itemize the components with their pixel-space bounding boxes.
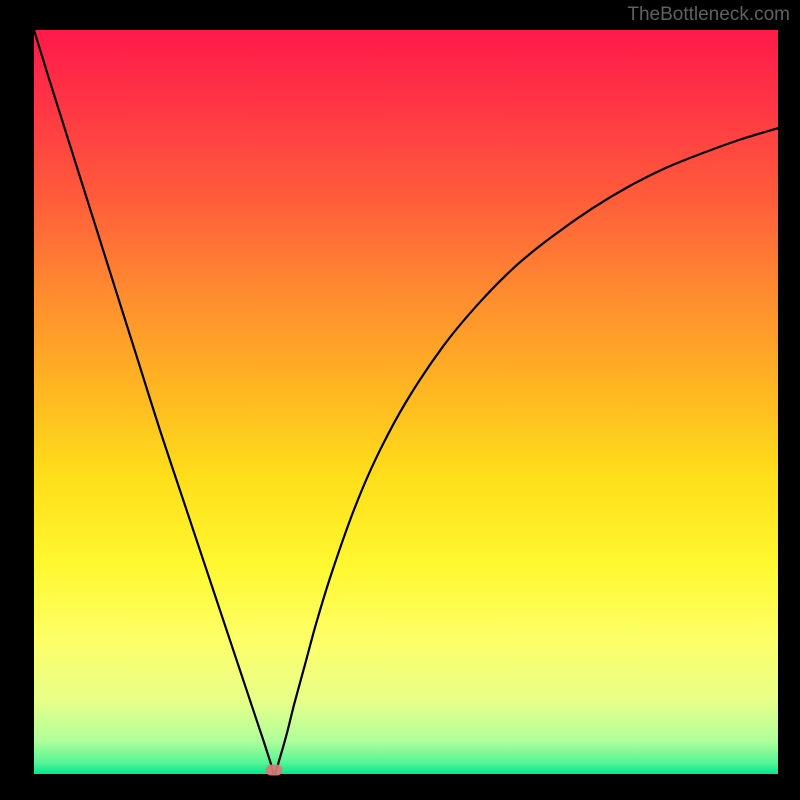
min-point-marker [266,764,283,775]
curve-svg [34,30,778,774]
plot-area [34,30,778,774]
watermark-text: TheBottleneck.com [627,4,790,26]
bottleneck-curve [34,30,778,774]
